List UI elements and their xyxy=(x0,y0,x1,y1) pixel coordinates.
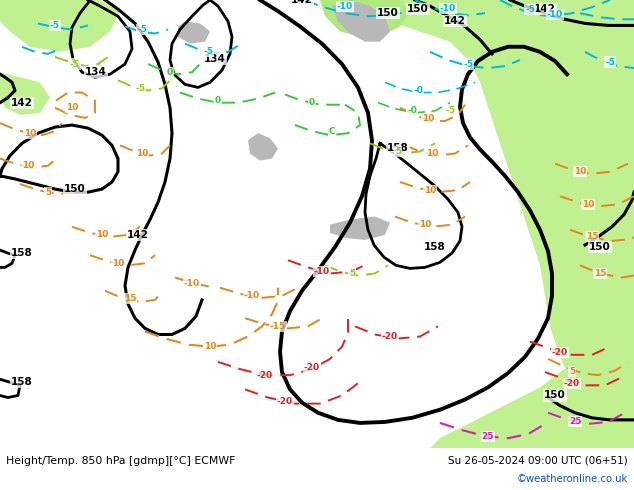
Text: 5: 5 xyxy=(45,188,51,196)
Text: -5: -5 xyxy=(135,84,145,93)
Text: 10: 10 xyxy=(112,259,124,268)
Text: ©weatheronline.co.uk: ©weatheronline.co.uk xyxy=(517,474,628,484)
Text: 150: 150 xyxy=(64,184,86,194)
Text: -10: -10 xyxy=(314,267,330,276)
Polygon shape xyxy=(332,0,390,42)
Text: 10: 10 xyxy=(582,200,594,209)
Text: 15: 15 xyxy=(594,269,606,278)
Text: -10: -10 xyxy=(440,3,456,13)
Text: 150: 150 xyxy=(589,242,611,252)
Polygon shape xyxy=(330,217,390,240)
Text: -5: -5 xyxy=(525,4,535,14)
Text: -15: -15 xyxy=(270,322,286,331)
Text: -5: -5 xyxy=(463,60,473,69)
Text: -10: -10 xyxy=(337,1,353,11)
Text: 15: 15 xyxy=(586,232,598,242)
Text: 150: 150 xyxy=(377,8,399,18)
Text: 10: 10 xyxy=(66,103,78,112)
Polygon shape xyxy=(340,0,634,448)
Polygon shape xyxy=(0,0,120,52)
Text: 158: 158 xyxy=(11,377,33,387)
Text: 10: 10 xyxy=(22,161,34,170)
Text: 0: 0 xyxy=(309,98,315,107)
Text: 142: 142 xyxy=(291,0,313,5)
Text: 0: 0 xyxy=(215,96,221,105)
Text: 25: 25 xyxy=(569,417,581,426)
Text: 10: 10 xyxy=(96,230,108,239)
Text: 158: 158 xyxy=(11,248,33,258)
Text: -5: -5 xyxy=(445,106,455,115)
Text: -0: -0 xyxy=(413,86,423,95)
Polygon shape xyxy=(0,72,50,115)
Text: 158: 158 xyxy=(387,144,409,153)
Text: -10: -10 xyxy=(547,10,563,19)
Text: 142: 142 xyxy=(534,4,556,14)
Polygon shape xyxy=(248,133,278,161)
Text: 142: 142 xyxy=(11,98,33,108)
Polygon shape xyxy=(400,0,634,87)
Text: 10: 10 xyxy=(574,167,586,176)
Text: -0: -0 xyxy=(407,106,417,115)
Polygon shape xyxy=(178,22,210,44)
Text: -5: -5 xyxy=(50,21,60,30)
Text: 5: 5 xyxy=(569,367,575,375)
Polygon shape xyxy=(430,352,634,448)
Text: 10: 10 xyxy=(424,186,436,195)
Text: 150: 150 xyxy=(544,391,566,400)
Text: -10: -10 xyxy=(244,292,260,300)
Text: 10: 10 xyxy=(419,220,431,229)
Text: 142: 142 xyxy=(127,230,149,240)
Polygon shape xyxy=(320,0,410,37)
Text: -5: -5 xyxy=(605,57,615,67)
Text: -20: -20 xyxy=(304,363,320,371)
Text: 0: 0 xyxy=(167,68,173,76)
Text: 158: 158 xyxy=(424,242,446,252)
Text: 150: 150 xyxy=(407,4,429,14)
Text: -10: -10 xyxy=(184,279,200,288)
Text: 10: 10 xyxy=(422,115,434,123)
Text: -5: -5 xyxy=(70,60,80,69)
Text: -20: -20 xyxy=(277,397,293,406)
Text: C: C xyxy=(328,126,335,136)
Text: 10: 10 xyxy=(136,149,148,158)
Text: 10: 10 xyxy=(426,149,438,158)
Text: 142: 142 xyxy=(444,16,466,26)
Text: 25: 25 xyxy=(482,432,495,441)
Text: Height/Temp. 850 hPa [gdmp][°C] ECMWF: Height/Temp. 850 hPa [gdmp][°C] ECMWF xyxy=(6,456,235,466)
Text: 10: 10 xyxy=(204,342,216,351)
Text: -20: -20 xyxy=(564,379,580,388)
Text: -20: -20 xyxy=(257,370,273,380)
Text: 5: 5 xyxy=(349,269,355,278)
Text: 15: 15 xyxy=(124,294,136,303)
Text: -5: -5 xyxy=(137,25,147,34)
Text: 5: 5 xyxy=(395,147,401,156)
Text: 10: 10 xyxy=(24,129,36,138)
Text: -20: -20 xyxy=(552,348,568,357)
Text: 134: 134 xyxy=(85,67,107,77)
Text: Su 26-05-2024 09:00 UTC (06+51): Su 26-05-2024 09:00 UTC (06+51) xyxy=(448,456,628,466)
Text: 134: 134 xyxy=(204,54,226,64)
Text: -20: -20 xyxy=(382,332,398,341)
Text: -5: -5 xyxy=(203,48,213,56)
